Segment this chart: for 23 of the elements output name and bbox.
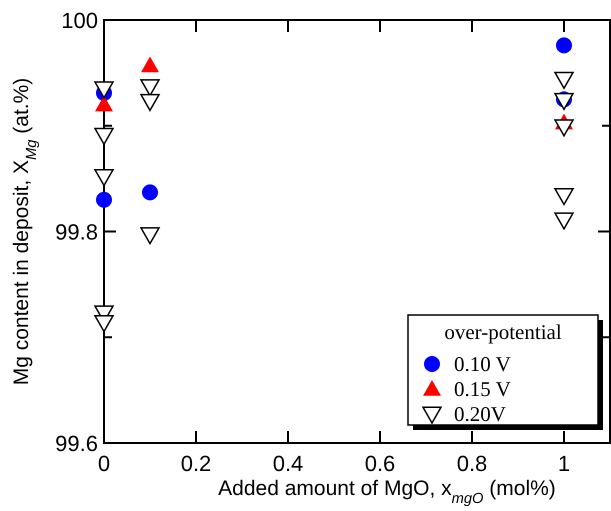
y-tick-label: 99.8 — [55, 220, 98, 244]
point — [94, 169, 114, 186]
x-tick-label: 0.4 — [272, 451, 304, 476]
point — [142, 184, 158, 200]
point — [94, 314, 114, 332]
point — [94, 81, 114, 98]
x-axis-title: Added amount of MgO, x$_{mgO}$ (mol%) — [218, 477, 556, 507]
point — [554, 92, 574, 110]
y-tick-label: 99.6 — [55, 431, 98, 456]
point — [94, 128, 114, 146]
x-tick-label: 0.6 — [364, 451, 396, 476]
point — [96, 192, 112, 208]
point — [554, 119, 574, 137]
y-tick-label: 100 — [61, 8, 98, 33]
point — [556, 37, 572, 54]
x-tick-label: 1 — [558, 451, 570, 476]
legend-label: 0.15 V — [454, 377, 511, 401]
x-tick-label: 0 — [98, 451, 110, 476]
legend-label: 0.10 V — [454, 352, 511, 376]
x-tick-label: 0.8 — [456, 451, 488, 476]
x-tick-label: 0.2 — [180, 451, 212, 476]
legend-title: over-potential — [444, 320, 562, 344]
legend-label: 0.20V — [454, 402, 506, 426]
